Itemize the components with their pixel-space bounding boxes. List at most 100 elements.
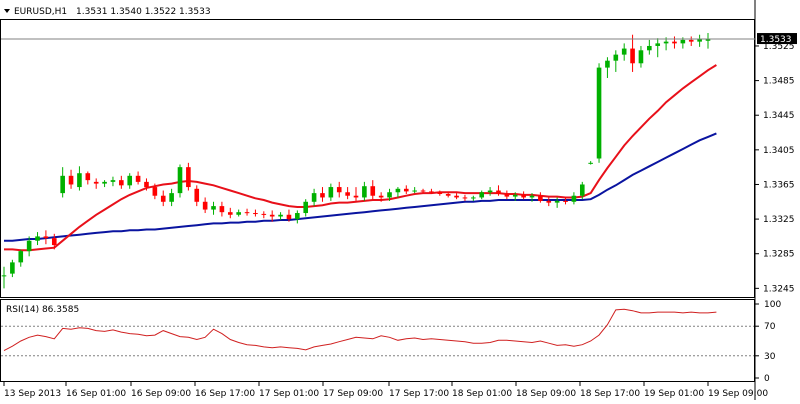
- candle[interactable]: [512, 192, 518, 201]
- candle[interactable]: [546, 197, 552, 207]
- candle[interactable]: [18, 249, 24, 267]
- candle[interactable]: [647, 39, 652, 55]
- candle[interactable]: [278, 212, 283, 220]
- candle[interactable]: [621, 43, 627, 61]
- candle[interactable]: [1, 266, 7, 289]
- candle[interactable]: [655, 38, 661, 58]
- rsi-tick-label: 100: [764, 300, 781, 310]
- candle[interactable]: [429, 188, 434, 194]
- candle[interactable]: [412, 187, 417, 194]
- candle[interactable]: [471, 195, 476, 201]
- candle[interactable]: [295, 210, 300, 224]
- candle[interactable]: [705, 32, 711, 49]
- candle[interactable]: [135, 171, 141, 185]
- slow-moving-average-line: [4, 132, 717, 242]
- candle[interactable]: [60, 167, 65, 198]
- candle[interactable]: [202, 197, 208, 214]
- candle-body: [194, 188, 200, 202]
- candle[interactable]: [504, 190, 510, 200]
- candle[interactable]: [521, 191, 526, 200]
- candle[interactable]: [303, 199, 309, 217]
- candle[interactable]: [395, 187, 401, 198]
- candle[interactable]: [579, 181, 585, 200]
- candle-body: [202, 201, 208, 210]
- candle[interactable]: [605, 57, 610, 78]
- candle[interactable]: [110, 176, 116, 187]
- candle[interactable]: [496, 185, 501, 196]
- candle[interactable]: [487, 187, 493, 196]
- candle-body: [437, 192, 443, 194]
- candle[interactable]: [43, 230, 49, 245]
- candle[interactable]: [445, 192, 451, 198]
- candle[interactable]: [697, 34, 702, 47]
- candle[interactable]: [85, 171, 91, 185]
- candle[interactable]: [227, 207, 233, 219]
- candle[interactable]: [35, 232, 40, 246]
- candle[interactable]: [529, 193, 535, 202]
- candle[interactable]: [194, 185, 200, 207]
- candle[interactable]: [160, 190, 166, 207]
- price-tick-label: 1.3325: [763, 215, 795, 225]
- candle[interactable]: [311, 188, 317, 207]
- candle[interactable]: [353, 187, 359, 201]
- price-panel[interactable]: [0, 19, 755, 298]
- candle[interactable]: [630, 34, 635, 72]
- candle[interactable]: [563, 197, 568, 205]
- candle[interactable]: [638, 45, 644, 68]
- candle[interactable]: [571, 192, 577, 205]
- candle[interactable]: [688, 36, 694, 46]
- candle[interactable]: [437, 190, 443, 196]
- candle[interactable]: [554, 197, 560, 208]
- candle[interactable]: [10, 259, 15, 278]
- candle[interactable]: [244, 208, 250, 216]
- candle[interactable]: [462, 194, 468, 201]
- candle[interactable]: [77, 166, 82, 191]
- candle-body: [403, 188, 409, 192]
- candle[interactable]: [93, 178, 99, 189]
- symbol-header: EURUSD,H1 1.3531 1.3540 1.3522 1.3533: [4, 7, 211, 17]
- candle[interactable]: [269, 210, 275, 222]
- candle[interactable]: [588, 161, 593, 165]
- candle-body: [186, 167, 191, 188]
- candle[interactable]: [613, 50, 619, 72]
- candle[interactable]: [596, 63, 602, 163]
- candle[interactable]: [328, 183, 334, 201]
- candle[interactable]: [345, 187, 350, 200]
- candle[interactable]: [51, 233, 57, 250]
- candle[interactable]: [362, 181, 367, 201]
- candle[interactable]: [672, 36, 677, 49]
- candle[interactable]: [370, 180, 376, 200]
- candle[interactable]: [320, 187, 325, 202]
- candle[interactable]: [378, 192, 384, 202]
- time-tick-label: 18 Sep 01:00: [452, 389, 512, 399]
- candle-body: [462, 197, 468, 199]
- candle[interactable]: [538, 192, 543, 203]
- candle[interactable]: [454, 193, 459, 200]
- candle[interactable]: [102, 180, 107, 188]
- candle[interactable]: [219, 201, 225, 217]
- candle[interactable]: [26, 236, 32, 257]
- candle[interactable]: [211, 201, 216, 215]
- candle[interactable]: [336, 181, 342, 198]
- candle[interactable]: [479, 190, 485, 200]
- candle[interactable]: [261, 211, 267, 219]
- candle[interactable]: [253, 209, 258, 217]
- candle[interactable]: [387, 188, 392, 201]
- candle[interactable]: [236, 209, 241, 217]
- candle[interactable]: [68, 169, 74, 189]
- rsi-panel[interactable]: [0, 299, 755, 382]
- candle[interactable]: [420, 188, 426, 194]
- candle[interactable]: [403, 185, 409, 194]
- candles-layer[interactable]: [1, 32, 711, 289]
- candle[interactable]: [169, 188, 174, 207]
- collapse-arrow-icon[interactable]: [4, 9, 10, 13]
- candle[interactable]: [152, 183, 158, 200]
- candle[interactable]: [286, 209, 292, 222]
- candle[interactable]: [127, 173, 133, 189]
- candle[interactable]: [177, 164, 183, 198]
- candle[interactable]: [186, 162, 191, 191]
- candle[interactable]: [119, 175, 124, 189]
- candle[interactable]: [144, 178, 149, 191]
